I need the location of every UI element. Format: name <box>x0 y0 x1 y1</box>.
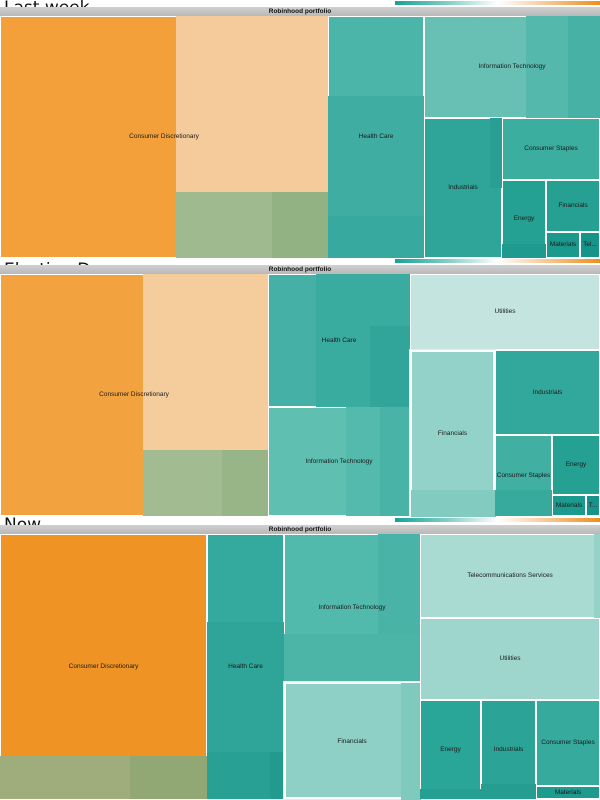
treemap-subcell[interactable] <box>490 118 502 188</box>
treemap-subcell[interactable] <box>502 244 546 258</box>
treemap-cell-label: Financials <box>337 737 367 745</box>
treemap-subcell[interactable] <box>270 752 284 799</box>
treemap-cell-industrials[interactable]: Industrials <box>424 118 502 258</box>
treemap-cell-label: T... <box>588 501 598 509</box>
treemap-subcell[interactable] <box>272 192 328 258</box>
treemap-subcell[interactable] <box>222 450 268 516</box>
treemap-cell-financials[interactable]: Financials <box>546 180 600 232</box>
treemap-cell-consumer-discretionary[interactable]: Consumer Discretionary <box>0 274 268 516</box>
treemap-cell-t[interactable]: T... <box>586 495 600 516</box>
treemap-cell-materials[interactable]: Materials <box>536 786 600 799</box>
treemap-cell-consumer-staples[interactable]: Consumer Staples <box>502 118 600 180</box>
treemap-header-title: Robinhood portfolio <box>268 266 332 273</box>
treemap-header[interactable]: Robinhood portfolio <box>0 7 600 16</box>
treemap-cell-label: Information Technology <box>318 604 386 611</box>
treemap-cell-label: Consumer Discretionary <box>68 662 139 670</box>
treemap-cell-label: Financials <box>437 430 468 437</box>
treemap-cell-label: Consumer Discretionary <box>129 133 199 140</box>
treemap-cell-label: Utilities <box>499 655 521 662</box>
treemap-subcell[interactable] <box>401 683 421 800</box>
treemap-subcell[interactable] <box>370 326 410 407</box>
treemap-cell-health-care[interactable]: Health Care <box>207 534 284 799</box>
treemap-cell-label: Information Technology <box>478 63 546 70</box>
treemap-cell-label: Health Care <box>321 336 357 344</box>
treemap-header-title: Robinhood portfolio <box>268 8 332 15</box>
treemap-subcell[interactable] <box>420 789 481 799</box>
treemap-cell-energy[interactable]: Energy <box>420 700 481 799</box>
treemap-cell-industrials[interactable]: Industrials <box>495 350 600 435</box>
treemap-cell-industrials[interactable]: Industrials <box>481 700 536 799</box>
treemap-subcell[interactable] <box>143 274 268 450</box>
treemap-cell-label: Industrials <box>532 388 563 396</box>
treemap-cell-health-care[interactable]: Health Care <box>268 274 410 407</box>
treemap-subcell[interactable] <box>176 16 328 192</box>
treemap-cell-label: Consumer Staples <box>541 739 595 746</box>
color-legend-bar <box>395 518 600 522</box>
treemap-cell-label: Energy <box>565 461 587 468</box>
treemap-cell-financials[interactable]: Financials <box>284 682 421 800</box>
treemap-cell-telecommunications-services[interactable]: Telecommunications Services <box>420 534 600 618</box>
treemap-subcell[interactable] <box>378 534 420 634</box>
treemap-area: Consumer Discretionary Health Care Informa… <box>0 274 600 517</box>
treemap-area: Consumer Discretionary Health Care Informa… <box>0 534 600 800</box>
treemap-cell-label: Health Care <box>358 133 394 140</box>
treemap-cell-label: Industrials <box>448 184 478 191</box>
treemap-cell-label: Materials <box>555 501 583 509</box>
treemap-cell-utilities[interactable]: Utilities <box>410 274 600 350</box>
treemap-cell-label: Consumer Staples <box>524 145 578 152</box>
treemap-cell-label: Consumer Discretionary <box>99 391 169 398</box>
treemap-cell-utilities[interactable]: Utilities <box>420 618 600 700</box>
treemap-cell-tel[interactable]: Tel... <box>580 232 600 258</box>
treemap-cell-health-care[interactable]: Health Care <box>328 16 424 258</box>
treemap-cell-label: Financials <box>558 202 588 209</box>
treemap-cell-label: Health Care <box>228 662 263 670</box>
treemap-cell-label: Telecommunications Services <box>467 572 553 579</box>
treemap-cell-consumer-discretionary[interactable]: Consumer Discretionary <box>0 534 207 799</box>
treemap-header[interactable]: Robinhood portfolio <box>0 525 600 534</box>
treemap-cell-consumer-staples[interactable]: Consumer Staples <box>495 435 552 516</box>
treemap-cell-label: Consumer Staples <box>496 471 551 479</box>
treemap-cell-label: Utilities <box>494 308 516 315</box>
treemap-subcell[interactable] <box>411 490 496 517</box>
treemap-cell-energy[interactable]: Energy <box>552 435 600 495</box>
treemap-cell-label: Information Technology <box>305 457 373 465</box>
treemap-subcell[interactable] <box>495 490 552 516</box>
treemap-cell-label: Energy <box>440 745 461 753</box>
treemap-cell-consumer-discretionary[interactable]: Consumer Discretionary <box>0 16 328 258</box>
treemap-cell-consumer-staples[interactable]: Consumer Staples <box>536 700 600 786</box>
panel-now: Now Robinhood portfolio Consumer Discret… <box>0 515 600 800</box>
treemap-cell-financials[interactable]: Financials <box>410 350 496 517</box>
treemap-cell-label: Materials <box>549 241 577 248</box>
panel-election-day: Election Day Robinhood portfolio Consume… <box>0 258 600 517</box>
treemap-cell-materials[interactable]: Materials <box>546 232 580 258</box>
treemap-subcell[interactable] <box>284 634 420 682</box>
treemap-cell-energy[interactable]: Energy <box>502 180 546 258</box>
treemap-area: Consumer Discretionary Health Care Informa… <box>0 16 600 258</box>
treemap-cell-information-technology[interactable]: Information Technology <box>268 407 410 516</box>
color-legend-bar <box>395 1 600 5</box>
treemap-cell-materials[interactable]: Materials <box>552 495 586 516</box>
color-legend-bar <box>395 259 600 263</box>
treemap-cell-information-technology[interactable]: Information Technology <box>424 16 600 118</box>
treemap-header-title: Robinhood portfolio <box>268 526 332 533</box>
treemap-subcell[interactable] <box>207 622 284 752</box>
treemap-cell-label: Materials <box>554 788 582 796</box>
treemap-subcell[interactable] <box>130 756 207 799</box>
treemap-cell-label: Industrials <box>493 745 524 753</box>
treemap-cell-label: Tel... <box>583 241 597 248</box>
treemap-subcell[interactable] <box>594 534 600 618</box>
treemap-subcell[interactable] <box>481 784 536 799</box>
treemap-subcell[interactable] <box>328 216 424 258</box>
treemap-cell-label: Energy <box>513 215 535 222</box>
panel-last-week: Last week Robinhood portfolio Consumer D… <box>0 0 600 258</box>
treemap-subcell[interactable] <box>380 407 410 516</box>
treemap-subcell[interactable] <box>568 16 600 118</box>
treemap-subcell[interactable] <box>328 96 424 216</box>
treemap-cell-information-technology[interactable]: Information Technology <box>284 534 420 682</box>
treemap-header[interactable]: Robinhood portfolio <box>0 265 600 274</box>
